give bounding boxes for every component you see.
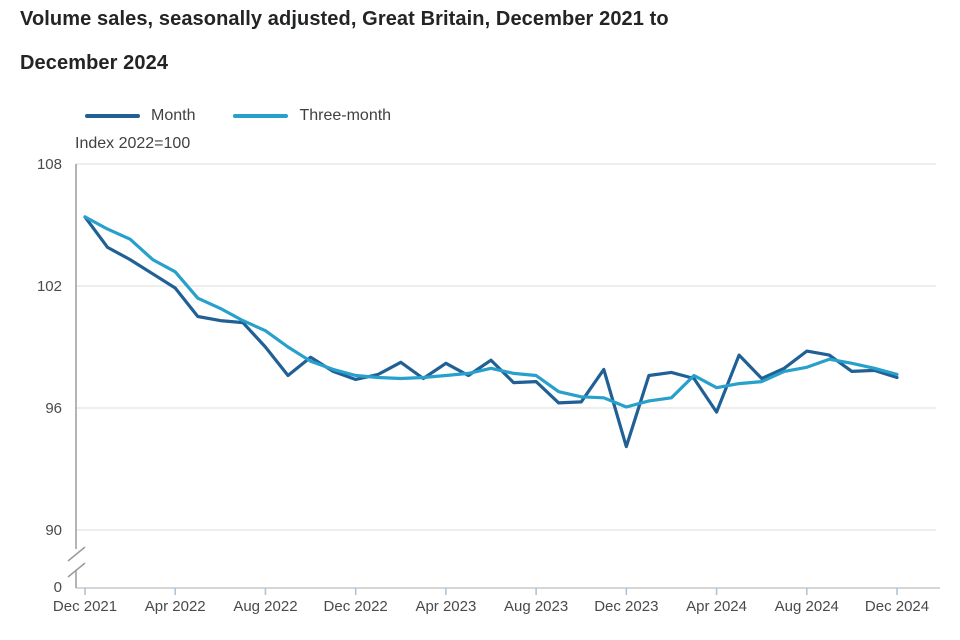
legend-label-three-month: Three-month (299, 107, 392, 124)
y-axis-unit-label: Index 2022=100 (75, 135, 191, 152)
x-tick-label: Apr 2024 (686, 598, 747, 615)
series-line-three-month (83, 215, 899, 409)
y-tick-label: 102 (37, 278, 62, 295)
series-line-month (83, 215, 899, 449)
three-month-line-swatch (233, 114, 289, 118)
axis-break-marks (67, 546, 86, 578)
y-tick-label: 90 (45, 522, 62, 539)
y-tick-label: 108 (37, 156, 62, 173)
legend-label-month: Month (151, 107, 196, 124)
chart-title-line-2: December 2024 (20, 52, 169, 74)
legend-item-three-month: Three-month (233, 107, 391, 125)
legend-item-month: Month (85, 107, 195, 125)
x-tick-label: Aug 2024 (775, 598, 839, 615)
axis-break-slash (67, 546, 86, 562)
y-axis-labels: 108 102 96 90 0 (37, 156, 62, 596)
x-axis-labels: Dec 2021 Apr 2022 Aug 2022 Dec 2022 Apr 2023… (53, 588, 929, 615)
y-tick-label: 96 (45, 400, 62, 417)
x-tick-label: Dec 2023 (594, 598, 658, 615)
x-tick-label: Apr 2023 (415, 598, 476, 615)
x-tick-label: Dec 2024 (865, 598, 929, 615)
x-tick-label: Dec 2021 (53, 598, 117, 615)
legend: Month Three-month (85, 107, 391, 125)
x-tick-label: Aug 2023 (504, 598, 568, 615)
x-tick-label: Aug 2022 (233, 598, 297, 615)
x-tick-label: Dec 2022 (324, 598, 388, 615)
month-line-swatch (85, 114, 140, 118)
chart-title-line-1: Volume sales, seasonally adjusted, Great… (20, 8, 669, 30)
x-tick-label: Apr 2022 (145, 598, 206, 615)
y-tick-label-zero: 0 (54, 579, 62, 596)
gridlines (76, 163, 936, 531)
axis-break-slash (67, 562, 86, 578)
